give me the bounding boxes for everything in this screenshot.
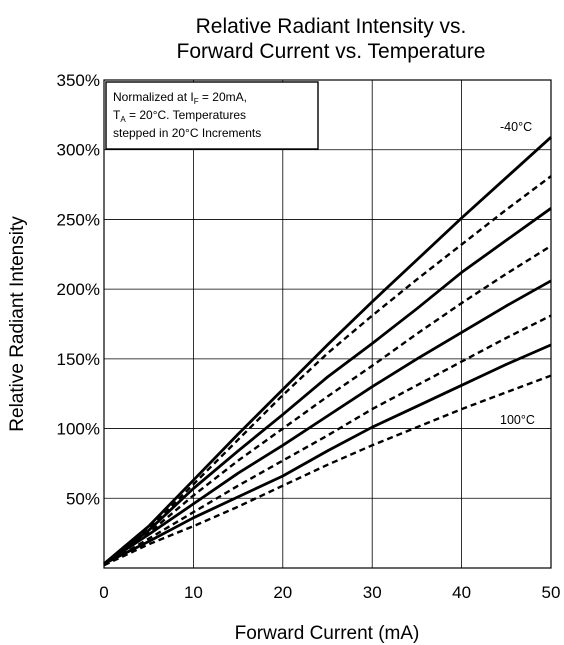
x-tick-label-5: 50 <box>542 583 561 602</box>
x-tick-label-0: 0 <box>99 583 108 602</box>
series-line-7-dashed <box>103 374 552 567</box>
series-line-6-solid <box>103 343 552 566</box>
curve-label-minus-40c: -40°C <box>500 120 532 134</box>
y-tick-label-1: 100% <box>57 420 100 439</box>
y-tick-label-4: 250% <box>57 210 100 229</box>
x-tick-label-1: 10 <box>184 583 203 602</box>
annotation-line-1: Normalized at IF = 20mA, <box>113 90 247 106</box>
grid <box>104 80 551 568</box>
y-tick-label-0: 50% <box>66 489 100 508</box>
y-axis-label: Relative Radiant Intensity <box>7 216 28 432</box>
x-axis-label: Forward Current (mA) <box>235 623 420 644</box>
y-tick-label-6: 350% <box>57 71 100 90</box>
series-line-4-solid <box>103 279 552 565</box>
annotation-line-3: stepped in 20°C Increments <box>113 126 261 140</box>
y-tick-label-3: 200% <box>57 280 100 299</box>
series-line-1-dashed <box>103 175 552 567</box>
annotation-line-2-rest: = 20°C. Temperatures <box>126 108 246 122</box>
series-line-5-dashed <box>103 314 552 567</box>
series-line-0-solid <box>103 136 552 565</box>
x-tick-label-3: 30 <box>363 583 382 602</box>
annotation-box: Normalized at IF = 20mA, TA = 20°C. Temp… <box>105 81 319 150</box>
annotation-line-1-sub: F <box>194 97 199 106</box>
annotation-line-2: TA = 20°C. Temperatures <box>113 108 246 124</box>
annotation-line-2-main: T <box>113 108 121 122</box>
series-line-3-dashed <box>103 244 552 567</box>
y-tick-label-2: 150% <box>57 350 100 369</box>
plot-frame <box>103 79 552 569</box>
annotation-line-1-rest: = 20mA, <box>199 90 247 104</box>
x-axis-ticks: 0 10 20 30 40 50 <box>99 583 560 602</box>
y-tick-label-5: 300% <box>57 141 100 160</box>
series-line-2-solid <box>103 207 552 565</box>
curves <box>103 136 552 567</box>
x-tick-label-4: 40 <box>452 583 471 602</box>
curve-label-100c: 100°C <box>500 413 535 427</box>
x-tick-label-2: 20 <box>273 583 292 602</box>
chart-title-line-1: Relative Radiant Intensity vs. <box>196 15 467 38</box>
chart-title-line-2: Forward Current vs. Temperature <box>177 40 486 63</box>
annotation-line-1-main: Normalized at I <box>113 90 194 104</box>
y-axis-ticks: 50% 100% 150% 200% 250% 300% 350% <box>57 71 100 508</box>
annotation-line-2-sub: A <box>120 115 126 124</box>
annotation-frame <box>105 81 319 150</box>
